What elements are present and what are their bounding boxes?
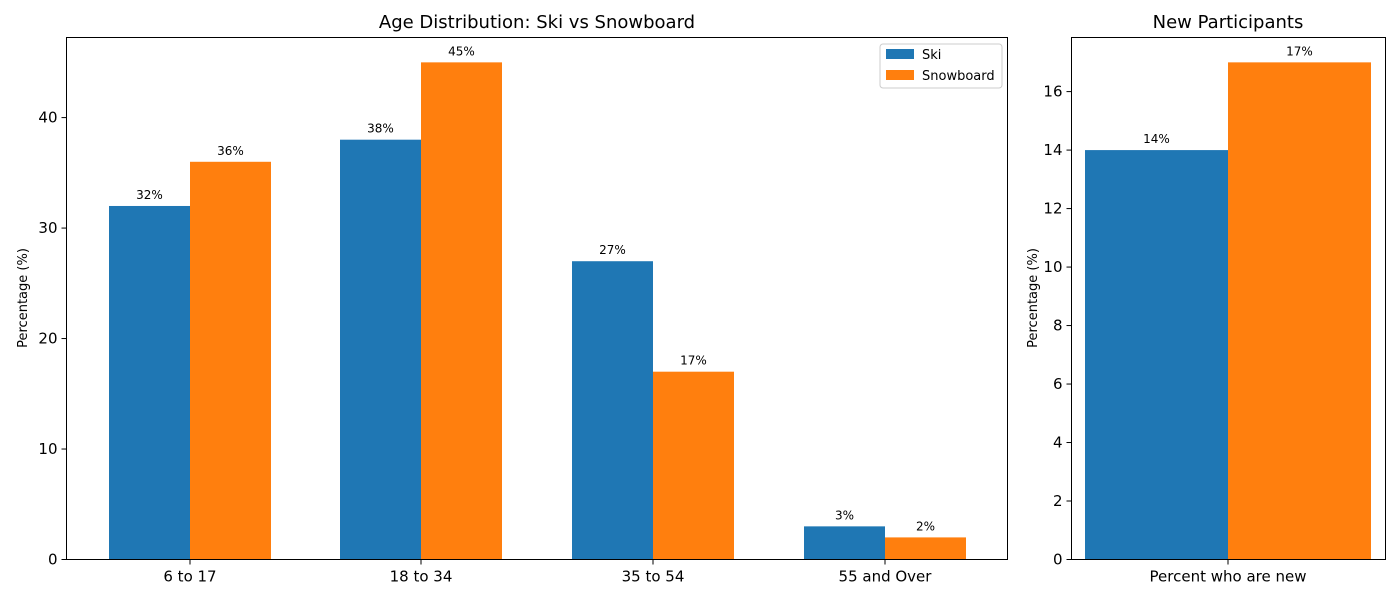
bar-ski-0 xyxy=(1085,150,1228,560)
y-tick-label: 10 xyxy=(1043,258,1062,276)
x-tick-label: 6 to 17 xyxy=(163,568,216,586)
bar-snowboard-0 xyxy=(190,161,271,560)
y-tick-label: 12 xyxy=(1043,200,1062,218)
y-tick-label: 0 xyxy=(48,551,58,569)
data-label-snowboard-2: 17% xyxy=(680,354,707,368)
y-tick-label: 2 xyxy=(1053,492,1063,510)
legend-swatch-snowboard xyxy=(886,70,914,80)
y-tick-label: 8 xyxy=(1053,317,1063,335)
y-tick-label: 20 xyxy=(38,330,57,348)
new-participants-chart: New Participants Percentage (%) 14% 17% 0… xyxy=(1026,12,1386,586)
x-tick-label: 18 to 34 xyxy=(390,568,453,586)
data-label-snowboard-0: 36% xyxy=(217,144,244,158)
value-labels-group: 14% 17% xyxy=(1143,44,1313,146)
data-label-snowboard-0: 17% xyxy=(1286,44,1313,58)
bars-group xyxy=(1085,62,1371,560)
data-label-ski-2: 27% xyxy=(599,243,626,257)
y-axis-ticks: 0 2 4 6 8 10 12 14 16 xyxy=(1043,83,1072,569)
x-axis-ticks: Percent who are new xyxy=(1150,559,1307,586)
bar-snowboard-1 xyxy=(421,62,502,560)
bar-ski-1 xyxy=(340,139,421,560)
bar-snowboard-3 xyxy=(885,537,966,560)
bar-snowboard-0 xyxy=(1228,62,1371,560)
bar-ski-3 xyxy=(804,526,885,560)
legend-swatch-ski xyxy=(886,49,914,59)
legend-label-snowboard: Snowboard xyxy=(922,69,995,84)
x-axis-ticks: 6 to 17 18 to 34 35 to 54 55 and Over xyxy=(163,559,933,586)
x-tick-label: Percent who are new xyxy=(1150,568,1307,586)
chart-title: Age Distribution: Ski vs Snowboard xyxy=(379,12,695,33)
y-tick-label: 30 xyxy=(38,219,57,237)
value-labels-group: 32% 38% 27% 3% 36% 45% 17% 2% xyxy=(136,44,935,533)
legend-label-ski: Ski xyxy=(922,48,941,63)
y-axis-label: Percentage (%) xyxy=(1026,248,1041,348)
y-tick-label: 6 xyxy=(1053,375,1063,393)
x-tick-label: 35 to 54 xyxy=(622,568,685,586)
age-distribution-chart: Age Distribution: Ski vs Snowboard Perce… xyxy=(16,12,1008,586)
y-tick-label: 40 xyxy=(38,109,57,127)
chart-title: New Participants xyxy=(1153,12,1304,33)
bars-group xyxy=(109,62,966,560)
y-tick-label: 0 xyxy=(1053,551,1063,569)
data-label-snowboard-3: 2% xyxy=(916,519,935,533)
y-tick-label: 4 xyxy=(1053,434,1063,452)
plot-frame xyxy=(1071,37,1386,560)
data-label-ski-1: 38% xyxy=(367,122,394,136)
x-tick-label: 55 and Over xyxy=(839,568,933,586)
data-label-snowboard-1: 45% xyxy=(448,44,475,58)
bar-snowboard-2 xyxy=(653,371,734,560)
data-label-ski-0: 32% xyxy=(136,188,163,202)
data-label-ski-3: 3% xyxy=(835,508,854,522)
y-axis-ticks: 0 10 20 30 40 xyxy=(38,109,67,569)
bar-ski-2 xyxy=(572,261,653,560)
bar-ski-0 xyxy=(109,205,190,560)
data-label-ski-0: 14% xyxy=(1143,132,1170,146)
y-tick-label: 10 xyxy=(38,440,57,458)
plot-frame xyxy=(66,37,1008,560)
y-tick-label: 14 xyxy=(1043,141,1062,159)
legend: Ski Snowboard xyxy=(879,43,1003,89)
y-tick-label: 16 xyxy=(1043,83,1062,101)
y-axis-label: Percentage (%) xyxy=(16,248,31,348)
